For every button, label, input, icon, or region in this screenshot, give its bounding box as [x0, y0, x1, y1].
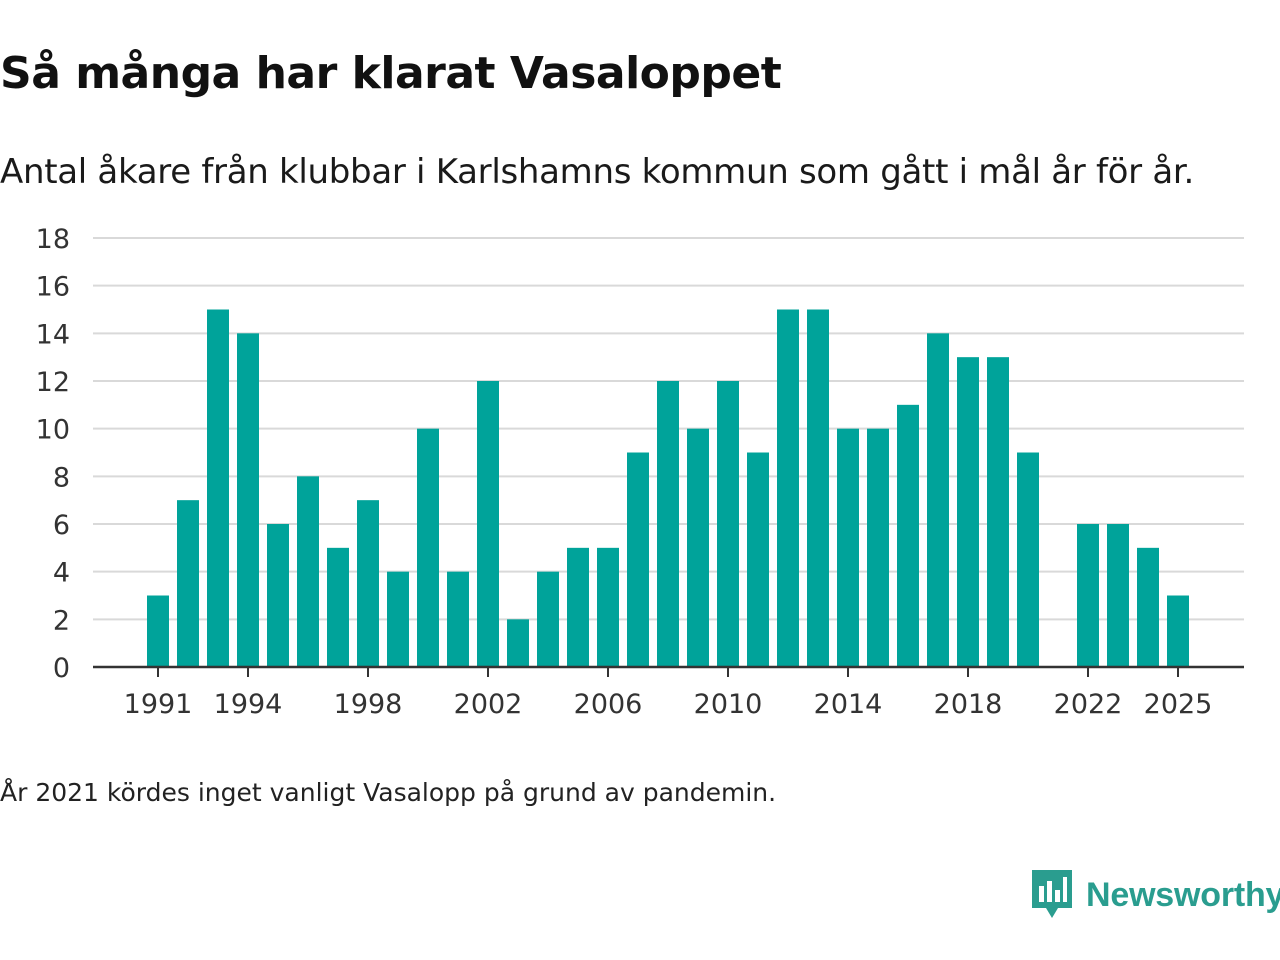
brand-logo: Newsworthy	[1032, 870, 1280, 920]
y-tick-label: 18	[36, 224, 70, 255]
x-tick-label: 2014	[814, 689, 883, 720]
bar-2009	[687, 428, 709, 667]
y-tick-label: 16	[36, 272, 70, 303]
bar-2000	[417, 428, 439, 667]
y-tick-label: 0	[53, 653, 70, 684]
bar-1994	[237, 333, 259, 667]
chart-title: Så många har klarat Vasaloppet	[0, 48, 782, 99]
y-tick-label: 2	[53, 605, 70, 636]
x-tick-label: 2018	[934, 689, 1003, 720]
x-tick-label: 2006	[574, 689, 643, 720]
chart-subtitle: Antal åkare från klubbar i Karlshamns ko…	[0, 152, 1194, 192]
bar-2013	[807, 309, 829, 667]
bar-2005	[567, 547, 589, 667]
bar-2015	[867, 428, 889, 667]
y-tick-label: 10	[36, 415, 70, 446]
x-tick-label: 1991	[124, 689, 193, 720]
y-tick-label: 6	[53, 510, 70, 541]
y-tick-label: 4	[53, 558, 70, 589]
x-tick-label: 1994	[214, 689, 283, 720]
x-tick-label: 1998	[334, 689, 403, 720]
bar-1996	[297, 476, 319, 667]
y-tick-label: 12	[36, 367, 70, 398]
bar-2023	[1107, 524, 1129, 667]
bar-2003	[507, 619, 529, 667]
bar-2022	[1077, 524, 1099, 667]
bar-1991	[147, 595, 169, 667]
bar-2024	[1137, 547, 1159, 667]
bar-2019	[987, 357, 1009, 667]
bar-2008	[657, 381, 679, 667]
x-tick-label: 2002	[454, 689, 523, 720]
brand-name: Newsworthy	[1086, 875, 1280, 914]
bar-2016	[897, 404, 919, 667]
bar-1992	[177, 500, 199, 667]
footnote: År 2021 kördes inget vanligt Vasalopp på…	[0, 778, 777, 807]
bar-2006	[597, 547, 619, 667]
bar-2018	[957, 357, 979, 667]
bar-1999	[387, 571, 409, 667]
bar-2001	[447, 571, 469, 667]
bar-chart: 0 2 4 6 8 10 12 14 16 18 1991 1994 1998 2002 2006 2010 2…	[36, 224, 1244, 720]
bar-1993	[207, 309, 229, 667]
y-tick-label: 14	[36, 319, 70, 350]
bar-2012	[777, 309, 799, 667]
bar-2020	[1017, 452, 1039, 667]
bar-2017	[927, 333, 949, 667]
newsworthy-logo-icon	[1032, 870, 1072, 918]
bar-1997	[327, 547, 349, 667]
bar-2010	[717, 381, 739, 667]
x-tick-label: 2025	[1144, 689, 1213, 720]
bar-1998	[357, 500, 379, 667]
x-tick-label: 2010	[694, 689, 763, 720]
bar-2007	[627, 452, 649, 667]
bar-2014	[837, 428, 859, 667]
bar-2004	[537, 571, 559, 667]
y-tick-label: 8	[53, 462, 70, 493]
bar-2011	[747, 452, 769, 667]
bar-2002	[477, 381, 499, 667]
bar-1995	[267, 524, 289, 667]
bar-2025	[1167, 595, 1189, 667]
x-tick-label: 2022	[1054, 689, 1123, 720]
